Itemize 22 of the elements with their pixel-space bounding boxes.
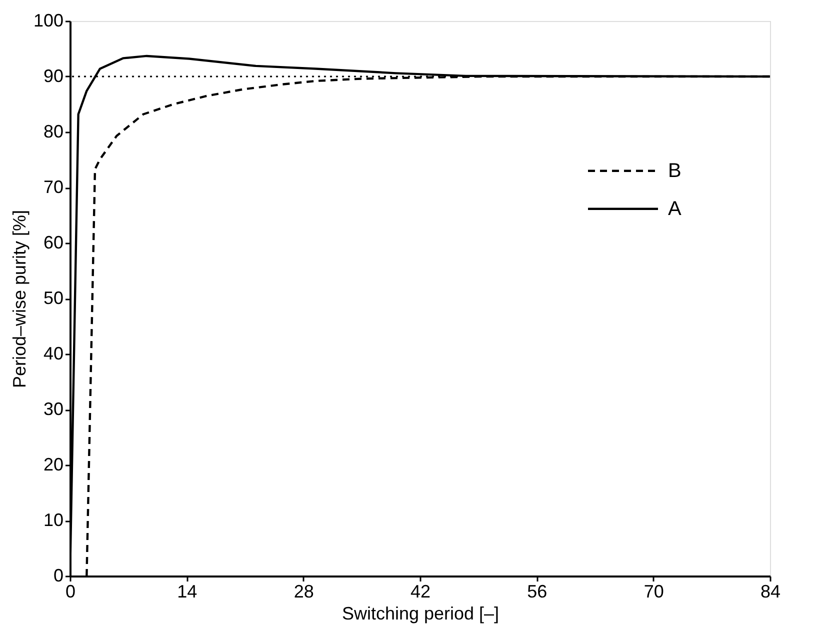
y-tick-label: 90 [43,66,64,86]
x-tick-label: 0 [65,582,76,602]
x-tick-label: 28 [294,582,314,602]
y-tick-label: 0 [53,566,64,586]
y-tick-label: 20 [43,454,64,474]
y-tick-label: 30 [43,399,64,419]
y-tick-label: 100 [33,10,64,30]
legend-label: A [668,198,682,220]
y-tick-label: 80 [43,122,64,142]
y-tick-label: 60 [43,232,64,252]
y-tick-label: 70 [43,177,64,197]
y-tick-label: 40 [43,344,64,364]
y-axis-title: Period–wise purity [%] [9,210,30,388]
y-tick-label: 10 [43,510,64,530]
x-axis-title: Switching period [–] [342,604,500,624]
x-tick-label: 84 [760,582,781,602]
x-tick-label: 70 [644,582,664,602]
x-tick-label: 42 [410,582,431,602]
legend-label: B [668,160,682,182]
x-tick-label: 56 [527,582,548,602]
x-tick-label: 14 [177,582,198,602]
y-tick-label: 50 [43,288,64,308]
